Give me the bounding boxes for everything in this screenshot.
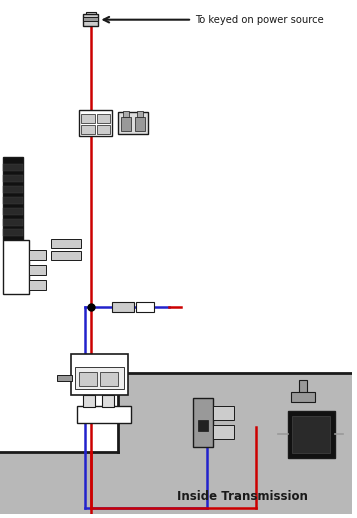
Bar xyxy=(51,251,81,260)
Bar xyxy=(102,395,114,407)
Bar xyxy=(213,425,235,439)
Bar xyxy=(79,372,96,386)
Bar xyxy=(213,406,235,420)
Bar xyxy=(287,411,335,458)
Bar xyxy=(96,125,110,134)
Bar xyxy=(3,240,29,294)
Bar xyxy=(3,175,22,182)
Bar xyxy=(71,354,128,395)
Bar xyxy=(79,110,112,136)
Bar xyxy=(193,398,213,447)
Bar xyxy=(86,12,96,18)
Bar xyxy=(121,117,131,131)
Bar xyxy=(123,111,129,117)
Text: Inside Transmission: Inside Transmission xyxy=(177,490,308,503)
Bar xyxy=(112,303,134,312)
Bar xyxy=(3,208,22,214)
Bar xyxy=(51,239,81,248)
Bar xyxy=(29,265,46,275)
Bar xyxy=(292,392,315,402)
Bar xyxy=(3,197,22,204)
Text: To keyed on power source: To keyed on power source xyxy=(195,15,324,25)
Bar xyxy=(57,375,72,381)
Bar xyxy=(83,395,95,407)
Bar xyxy=(77,406,131,423)
Bar xyxy=(3,186,22,193)
Bar xyxy=(135,117,145,131)
Bar xyxy=(3,164,22,171)
Bar xyxy=(83,17,99,21)
Bar xyxy=(198,420,208,431)
Bar xyxy=(100,372,118,386)
Bar xyxy=(3,156,22,240)
Bar xyxy=(137,111,143,117)
Bar xyxy=(96,114,110,123)
Bar xyxy=(292,415,330,453)
Bar xyxy=(81,114,95,123)
Bar xyxy=(29,250,46,260)
Bar xyxy=(75,367,124,389)
Bar xyxy=(81,125,95,134)
Bar xyxy=(3,219,22,225)
Bar xyxy=(300,380,307,394)
Bar xyxy=(118,112,148,134)
Bar xyxy=(83,14,99,25)
Bar xyxy=(136,303,154,312)
Bar xyxy=(29,280,46,290)
Polygon shape xyxy=(0,373,352,514)
Bar xyxy=(3,229,22,236)
